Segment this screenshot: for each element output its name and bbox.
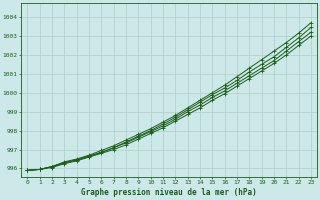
X-axis label: Graphe pression niveau de la mer (hPa): Graphe pression niveau de la mer (hPa): [81, 188, 257, 197]
